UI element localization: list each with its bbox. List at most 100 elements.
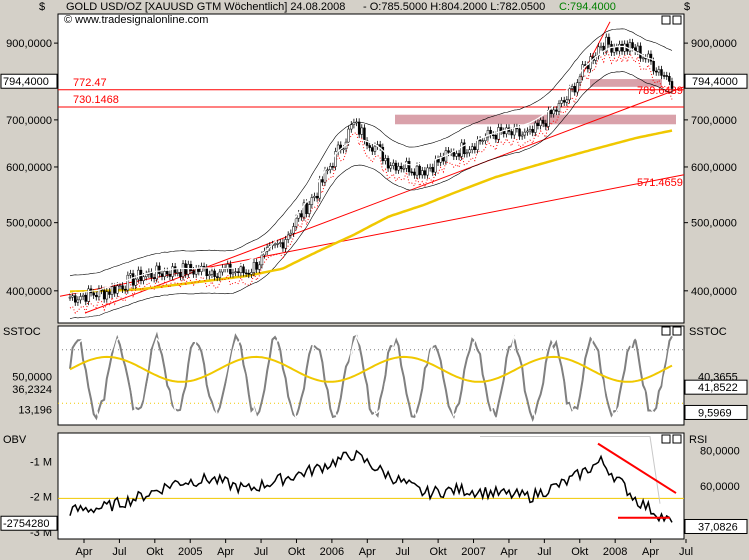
candle-body [197,268,201,272]
candle-body [137,269,140,280]
rsi-label-right: RSI [689,434,707,446]
candle-body [236,271,240,273]
y-tick-label-left: 900,0000 [6,38,52,50]
level-label: 772.47 [73,77,107,89]
candle-body [213,270,216,277]
candle-body [192,270,195,275]
level-label: 730.1468 [73,94,119,106]
close-icon[interactable] [672,434,682,444]
candle-body [557,103,561,112]
candle-body [570,86,574,89]
candle-body [173,266,177,273]
candle-body [468,149,471,154]
candle-body [528,129,532,132]
candle-body [329,166,332,170]
candle-body [539,119,542,126]
close-icon[interactable] [672,326,682,336]
candle-body [281,242,285,249]
y-tick-label-left: 500,0000 [6,218,52,230]
obv-panel-buttons[interactable] [661,434,682,444]
candle-body [662,75,666,77]
obv-tick-label-left: -1 M [30,456,52,468]
sstoc-panel-buttons[interactable] [661,326,682,336]
candle-body [200,265,203,272]
candle-body [273,243,277,246]
candle-body [371,147,374,152]
moving-average-line [69,129,673,293]
y-tick-label-left: 700,0000 [6,115,52,127]
candle-body [573,86,576,93]
candle-body [74,295,77,303]
obv-line [69,449,673,523]
x-tick-label: 2007 [461,546,485,558]
candle-body [599,45,603,48]
candle-body [610,44,613,53]
rsi-tick-label-right: 60,0000 [700,481,740,493]
candle-body [665,75,668,77]
candle-body [623,43,626,52]
sstoc-tick-label-left: 13,196 [18,404,52,416]
maximize-icon[interactable] [661,434,671,444]
candle-body [460,142,463,157]
candle-body [368,145,371,148]
bollinger-lower-band [69,71,673,319]
close-icon[interactable] [672,15,682,25]
candle-body [131,273,135,286]
candle-body [155,265,159,280]
candle-body [631,42,634,48]
currency-symbol-right: $ [684,1,690,13]
sstoc-tick-label-left: 50,0000 [12,372,52,384]
candle-body [255,262,258,270]
candle-body [649,53,653,62]
candle-body [144,274,148,277]
x-tick-label: Okt [571,546,588,558]
candle-body [166,271,169,275]
sar-dotted-line [69,46,673,314]
candle-body [252,262,256,273]
candle-body [215,276,219,278]
candle-body [578,76,582,83]
candle-body [670,81,674,89]
candle-body [116,285,119,294]
candle-body [334,151,337,167]
candle-body [310,197,314,205]
candle-body [426,167,429,176]
candle-body [586,65,590,70]
candle-body [110,286,114,295]
candle-body [126,274,130,291]
candle-body [497,127,500,140]
candle-body [431,167,435,173]
candle-body [208,274,211,277]
candle-body [292,226,295,234]
x-tick-label: Jul [679,546,693,558]
ohl-readout: - O:785.5000 H:804.2000 L:782.0500 [363,1,545,13]
candle-body [552,109,555,115]
candle-body [129,273,132,276]
candle-body [68,296,72,299]
candle-body [597,46,600,57]
price-panel-buttons[interactable] [661,15,682,25]
sstoc-value-box [684,404,748,420]
candle-body [258,264,261,270]
obv-tick-label-left: -2 M [30,492,52,504]
candle-body [526,130,529,133]
x-tick-label: 2008 [603,546,627,558]
candle-body [491,134,495,137]
trendline-upper [84,86,685,314]
sstoc-fast-line [69,333,673,422]
candle-body [421,170,424,176]
x-tick-label: Okt [430,546,447,558]
maximize-icon[interactable] [661,15,671,25]
candle-body [505,127,508,135]
candle-body [463,142,466,155]
x-tick-label: Apr [642,546,659,558]
maximize-icon[interactable] [661,326,671,336]
candle-body [331,166,335,168]
candle-body [113,286,116,294]
x-tick-label: Jul [396,546,410,558]
y-tick-label-right: 400,0000 [691,286,737,298]
candle-body [478,139,482,142]
candle-body [210,270,214,275]
candle-body [134,278,137,286]
candle-body [229,264,232,275]
